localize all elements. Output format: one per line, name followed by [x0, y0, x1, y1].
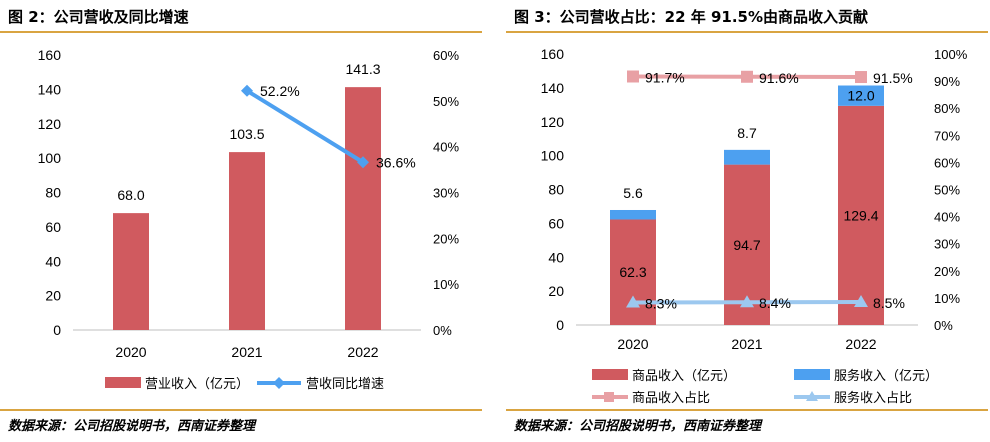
left-tick-label: 0 — [556, 317, 564, 333]
right-tick-label: 70% — [934, 128, 960, 143]
left-tick-label: 80 — [45, 185, 61, 201]
left-tick-label: 60 — [548, 215, 564, 231]
right-tick-label: 0% — [433, 323, 452, 338]
bar-revenue — [345, 87, 381, 330]
left-tick-label: 140 — [38, 81, 62, 97]
right-tick-label: 0% — [934, 318, 953, 333]
goods-share-data-label: 91.7% — [645, 69, 685, 85]
legend-swatch-goods — [592, 369, 628, 380]
left-tick-label: 160 — [541, 46, 565, 62]
legend-swatch-service — [794, 369, 830, 380]
right-tick-label: 40% — [433, 140, 459, 155]
right-tick-label: 50% — [934, 183, 960, 198]
legend-label-revenue: 营业收入（亿元） — [145, 376, 249, 391]
bar-data-label: 68.0 — [117, 187, 144, 203]
left-tick-label: 20 — [45, 288, 61, 304]
x-tick-label: 2020 — [617, 336, 648, 352]
goods-share-marker — [855, 71, 867, 84]
x-tick-label: 2020 — [115, 344, 146, 360]
service-data-label: 8.7 — [737, 125, 757, 141]
right-tick-label: 20% — [934, 264, 960, 279]
left-tick-label: 40 — [548, 249, 564, 265]
right-tick-label: 60% — [934, 155, 960, 170]
left-tick-label: 60 — [45, 219, 61, 235]
right-tick-label: 20% — [433, 231, 459, 246]
service-share-marker — [740, 295, 754, 308]
service-share-data-label: 8.5% — [873, 295, 905, 311]
service-share-marker — [626, 295, 640, 308]
growth-data-label: 36.6% — [376, 154, 416, 170]
revenue-growth-chart: 0 20 40 60 80 100 120 140 160 0% 10% 20% 30% 40% 50% 60… — [38, 47, 460, 391]
legend-marker-goods-share — [604, 392, 614, 402]
bar-data-label: 141.3 — [345, 61, 380, 77]
source-note: 数据来源：公司招股说明书，西南证券整理 — [514, 419, 762, 434]
figure-revenue-mix: 图 3：公司营收占比：22 年 91.5%由商品收入贡献 0 20 40 60 80 10… — [506, 0, 988, 442]
right-tick-label: 10% — [934, 291, 960, 306]
bar-goods-revenue — [838, 105, 884, 325]
left-tick-label: 100 — [38, 150, 62, 166]
left-tick-label: 120 — [38, 116, 62, 132]
growth-data-label: 52.2% — [260, 83, 300, 99]
legend-label-service: 服务收入（亿元） — [834, 368, 938, 383]
x-tick-label: 2022 — [845, 336, 876, 352]
right-tick-label: 50% — [433, 94, 459, 109]
bar-revenue — [113, 213, 149, 330]
figure-title: 图 3：公司营收占比：22 年 91.5%由商品收入贡献 — [514, 8, 869, 26]
goods-share-marker — [627, 70, 639, 83]
left-tick-label: 40 — [45, 253, 61, 269]
bar-service-revenue — [610, 209, 656, 220]
left-tick-label: 100 — [541, 148, 565, 164]
left-tick-label: 140 — [541, 80, 565, 96]
left-tick-label: 160 — [38, 47, 62, 63]
line-growth — [245, 89, 365, 164]
figure-title: 图 2：公司营收及同比增速 — [8, 8, 189, 26]
right-tick-label: 30% — [433, 186, 459, 201]
title-divider — [0, 31, 482, 33]
figure-revenue-growth: 图 2：公司营收及同比增速 0 20 40 60 80 100 120 140 160 0% 10%… — [0, 0, 482, 442]
right-tick-label: 10% — [433, 277, 459, 292]
growth-marker — [357, 156, 369, 169]
legend-label-goods: 商品收入（亿元） — [632, 368, 736, 383]
legend-marker-service-share — [806, 391, 818, 401]
service-share-data-label: 8.3% — [645, 296, 677, 312]
right-tick-label: 60% — [433, 48, 459, 63]
goods-data-label: 62.3 — [619, 264, 646, 280]
legend-label-growth: 营收同比增速 — [306, 376, 384, 391]
service-data-label: 12.0 — [847, 88, 874, 104]
goods-share-data-label: 91.5% — [873, 70, 913, 86]
source-divider — [506, 409, 988, 411]
right-tick-label: 90% — [934, 74, 960, 89]
legend-swatch-revenue — [105, 377, 141, 388]
right-tick-label: 40% — [934, 210, 960, 225]
goods-data-label: 94.7 — [733, 237, 760, 253]
growth-marker — [241, 84, 253, 97]
left-tick-label: 80 — [548, 182, 564, 198]
bar-revenue — [229, 152, 265, 330]
goods-share-marker — [741, 70, 753, 83]
legend-label-service-share: 服务收入占比 — [834, 390, 912, 405]
left-tick-label: 20 — [548, 283, 564, 299]
bar-service-revenue — [838, 85, 884, 106]
left-tick-label: 0 — [53, 322, 61, 338]
service-share-marker — [854, 294, 868, 307]
bar-data-label: 103.5 — [229, 126, 264, 142]
right-tick-label: 30% — [934, 237, 960, 252]
goods-data-label: 129.4 — [843, 207, 878, 223]
x-tick-label: 2022 — [347, 344, 378, 360]
legend-marker-growth — [273, 377, 285, 389]
service-data-label: 5.6 — [623, 185, 643, 201]
title-divider — [506, 31, 988, 33]
service-share-data-label: 8.4% — [759, 295, 791, 311]
bar-service-revenue — [724, 149, 770, 165]
source-note: 数据来源：公司招股说明书，西南证券整理 — [8, 419, 256, 434]
goods-share-data-label: 91.6% — [759, 70, 799, 86]
x-tick-label: 2021 — [231, 344, 262, 360]
right-tick-label: 100% — [934, 47, 968, 62]
source-divider — [0, 409, 482, 411]
x-tick-label: 2021 — [731, 336, 762, 352]
right-tick-label: 80% — [934, 101, 960, 116]
legend-label-goods-share: 商品收入占比 — [632, 390, 710, 405]
left-tick-label: 120 — [541, 114, 565, 130]
revenue-mix-chart: 0 20 40 60 80 100 120 140 160 0% 10% 20% 30% 40% 50% 60… — [541, 46, 968, 405]
